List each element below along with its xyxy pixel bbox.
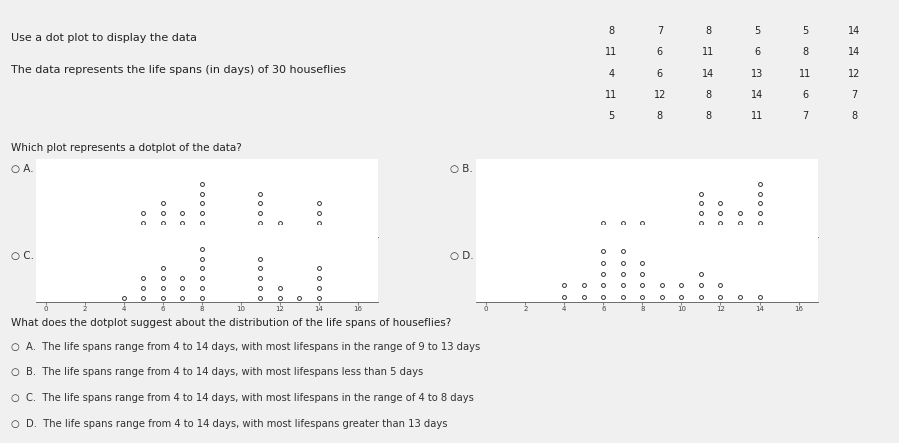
- Text: ○  C.  The life spans range from 4 to 14 days, with most lifespans in the range : ○ C. The life spans range from 4 to 14 d…: [11, 393, 474, 403]
- Text: 8: 8: [851, 112, 857, 121]
- Text: 8: 8: [706, 26, 711, 35]
- Text: The data represents the life spans (in days) of 30 houseflies: The data represents the life spans (in d…: [11, 65, 346, 75]
- Text: 7: 7: [803, 112, 808, 121]
- Text: 8: 8: [706, 90, 711, 100]
- Text: 8: 8: [803, 47, 808, 57]
- Text: 8: 8: [706, 112, 711, 121]
- Text: 6: 6: [657, 47, 663, 57]
- Text: 14: 14: [848, 26, 860, 35]
- Text: ○ A.: ○ A.: [11, 164, 33, 174]
- Text: 5: 5: [754, 26, 760, 35]
- Text: Which plot represents a dotplot of the data?: Which plot represents a dotplot of the d…: [11, 143, 242, 152]
- Text: 5: 5: [609, 112, 614, 121]
- Text: 11: 11: [751, 112, 763, 121]
- Text: 14: 14: [702, 69, 715, 78]
- Text: 14: 14: [751, 90, 763, 100]
- Text: 11: 11: [799, 69, 812, 78]
- Text: What does the dotplot suggest about the distribution of the life spans of housef: What does the dotplot suggest about the …: [11, 319, 451, 328]
- Text: ○  A.  The life spans range from 4 to 14 days, with most lifespans in the range : ○ A. The life spans range from 4 to 14 d…: [11, 342, 480, 352]
- Text: 7: 7: [657, 26, 663, 35]
- Text: 13: 13: [751, 69, 763, 78]
- Text: 7: 7: [851, 90, 857, 100]
- Text: 12: 12: [848, 69, 860, 78]
- Text: 8: 8: [657, 112, 663, 121]
- Text: ○  B.  The life spans range from 4 to 14 days, with most lifespans less than 5 d: ○ B. The life spans range from 4 to 14 d…: [11, 367, 423, 377]
- Text: 6: 6: [803, 90, 808, 100]
- Text: 14: 14: [848, 47, 860, 57]
- Text: 8: 8: [609, 26, 614, 35]
- Text: Use a dot plot to display the data: Use a dot plot to display the data: [11, 34, 197, 43]
- Text: 4: 4: [609, 69, 614, 78]
- Text: 11: 11: [605, 90, 618, 100]
- Text: ○  D.  The life spans range from 4 to 14 days, with most lifespans greater than : ○ D. The life spans range from 4 to 14 d…: [11, 419, 448, 429]
- Text: 11: 11: [702, 47, 715, 57]
- Text: ○ B.: ○ B.: [450, 164, 472, 174]
- Text: 6: 6: [657, 69, 663, 78]
- Text: ○ C.: ○ C.: [11, 251, 34, 261]
- Text: 6: 6: [754, 47, 760, 57]
- Text: 11: 11: [605, 47, 618, 57]
- Text: 5: 5: [803, 26, 808, 35]
- Text: ○ D.: ○ D.: [450, 251, 473, 261]
- Text: 12: 12: [654, 90, 666, 100]
